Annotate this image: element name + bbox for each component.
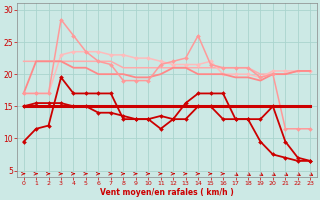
X-axis label: Vent moyen/en rafales ( km/h ): Vent moyen/en rafales ( km/h ) — [100, 188, 234, 197]
